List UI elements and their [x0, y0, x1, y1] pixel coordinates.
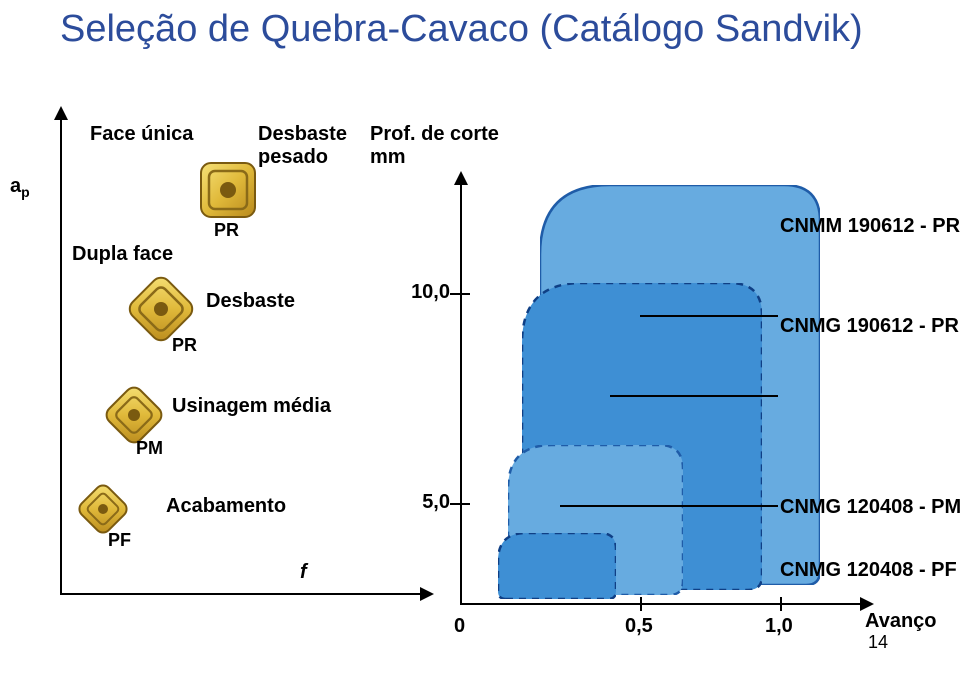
lobe-label-CNMG-190612-PR: CNMG 190612 - PR — [780, 315, 959, 338]
ap-letter: a — [10, 175, 21, 197]
dupla-face-label: Dupla face — [72, 243, 173, 266]
face-unica-label: Face única — [90, 123, 193, 146]
lobe-pointer-CNMG-190612-PR — [610, 395, 778, 397]
insert-icon-face-unica-pr — [193, 155, 263, 225]
application-area-chart: 10,05,0 0,51,0 0 Avanço 14 CNMM 190612 -… — [420, 185, 850, 635]
page-number: 14 — [868, 632, 888, 653]
avanco-label: Avanço — [865, 610, 937, 633]
ap-sub: p — [21, 184, 30, 200]
ytick-label: 5,0 — [400, 491, 450, 514]
usinagem-media-label: Usinagem média — [172, 395, 331, 418]
lobe-pointer-CNMM-190612-PR — [640, 315, 778, 317]
prof-corte-line2: mm — [370, 146, 406, 168]
lobe-label-CNMG-120408-PF: CNMG 120408 - PF — [780, 559, 957, 582]
desbaste-pesado-line1: Desbaste — [258, 123, 347, 145]
ap-axis-label: ap — [10, 175, 30, 200]
lobe-pointer-CNMG-120408-PM — [560, 505, 778, 507]
ytick — [450, 293, 470, 295]
ytick — [450, 503, 470, 505]
left-y-axis — [60, 120, 62, 595]
acabamento-label: Acabamento — [166, 495, 286, 518]
left-x-axis — [60, 593, 420, 595]
prof-corte-line1: Prof. de corte — [370, 123, 499, 145]
xtick — [640, 597, 642, 611]
desbaste-pesado-label: Desbaste pesado — [258, 123, 347, 169]
insert-code-pr-top: PR — [214, 220, 239, 241]
insert-code-pr-mid: PR — [172, 335, 197, 356]
desbaste-label: Desbaste — [206, 290, 295, 313]
chart-origin-label: 0 — [454, 615, 465, 638]
prof-corte-label: Prof. de corte mm — [370, 123, 499, 169]
f-axis-label: f — [300, 561, 307, 584]
insert-code-pf: PF — [108, 530, 131, 551]
xtick-label: 0,5 — [625, 615, 653, 638]
desbaste-pesado-line2: pesado — [258, 146, 328, 168]
xtick — [780, 597, 782, 611]
slide: Seleção de Quebra-Cavaco (Catálogo Sandv… — [0, 0, 960, 679]
page-title: Seleção de Quebra-Cavaco (Catálogo Sandv… — [60, 8, 863, 51]
lobe-label-CNMM-190612-PR: CNMM 190612 - PR — [780, 215, 960, 238]
ytick-label: 10,0 — [400, 281, 450, 304]
xtick-label: 1,0 — [765, 615, 793, 638]
lobe-label-CNMG-120408-PM: CNMG 120408 - PM — [780, 496, 960, 519]
insert-code-pm: PM — [136, 438, 163, 459]
lobe-CNMG-120408-PF — [498, 533, 616, 599]
